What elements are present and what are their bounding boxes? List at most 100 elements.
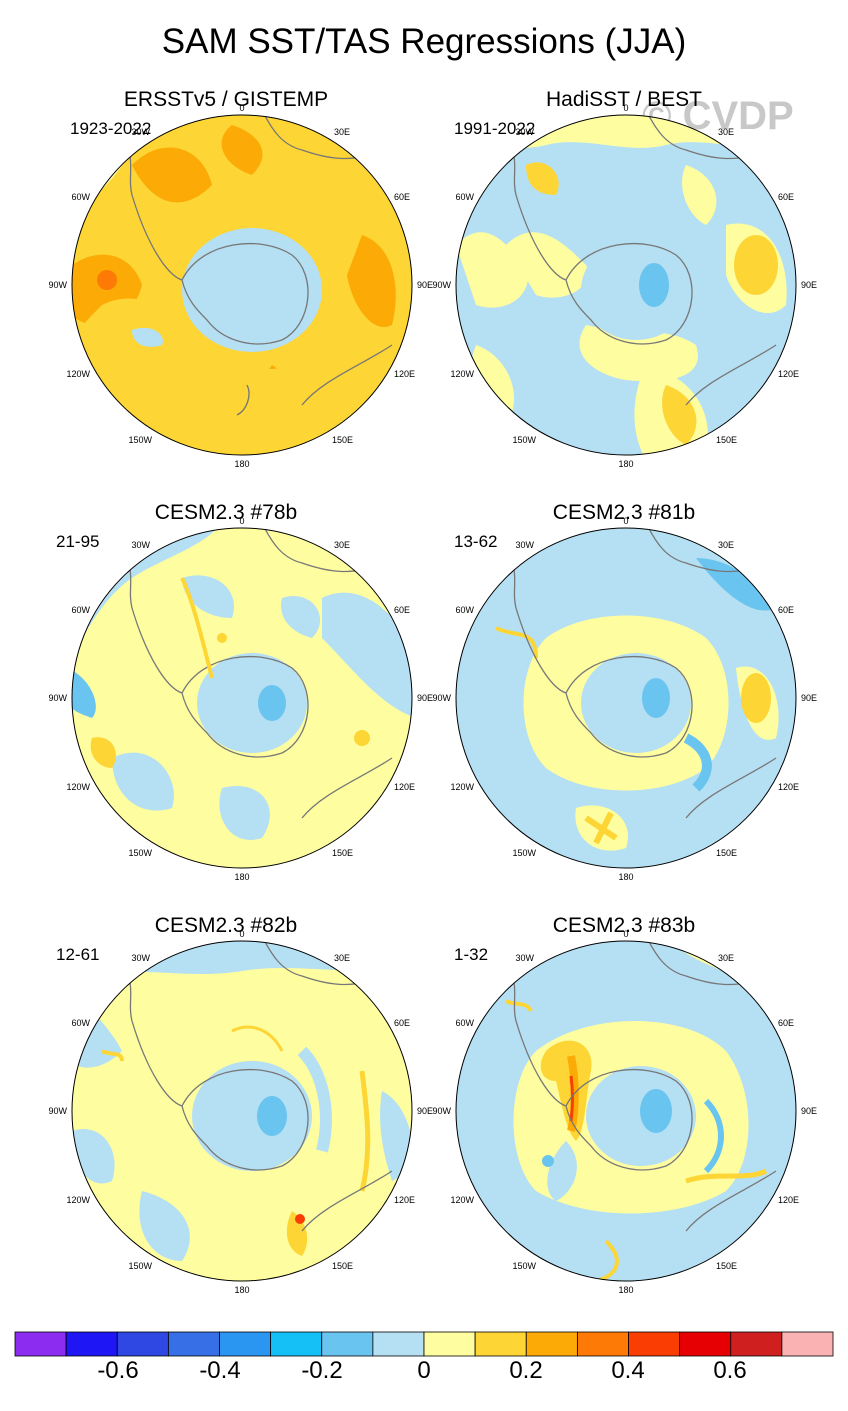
lon-label: 120W	[66, 369, 90, 379]
lon-label: 90E	[801, 1106, 817, 1116]
polar-map: 0 30E 60E 90E 120E 150E 180 150W 120W 90…	[48, 103, 433, 469]
lon-label: 60W	[71, 1018, 90, 1028]
lon-label: 30E	[334, 127, 350, 137]
lon-label: 30E	[718, 540, 734, 550]
polar-map: 0 30E 60E 90E 120E 150E 180 150W 120W 90…	[432, 929, 817, 1295]
lon-label: 150E	[332, 848, 353, 858]
lon-label: 30E	[718, 127, 734, 137]
panel-period: 12-61	[56, 945, 100, 964]
lon-label: 90E	[417, 280, 433, 290]
colorbar-box	[525, 1331, 578, 1357]
lon-label: 90W	[432, 280, 451, 290]
lon-label: 0	[239, 929, 244, 939]
lon-label: 0	[623, 516, 628, 526]
map-panel-4: CESM2.3 #81b 13-62 0 30E 60E 90E	[412, 501, 836, 911]
map-panel-1: ERSSTv5 / GISTEMP 1923-2022 0	[14, 88, 438, 498]
colorbar-box	[167, 1331, 220, 1357]
lon-label: 150E	[332, 1261, 353, 1271]
lon-label: 90W	[48, 280, 67, 290]
lon-label: 120E	[394, 782, 415, 792]
lon-label: 180	[234, 872, 249, 882]
lon-label: 180	[234, 1285, 249, 1295]
lon-label: 60E	[394, 192, 410, 202]
panel-period: 21-95	[56, 532, 100, 551]
panel-title: CESM2.3 #78b	[154, 501, 298, 524]
colorbar-label: 0	[417, 1357, 431, 1384]
lon-label: 120E	[394, 1195, 415, 1205]
lon-label: 60W	[71, 605, 90, 615]
colorbar-label: 0.6	[713, 1357, 747, 1384]
lon-label: 150W	[512, 1261, 536, 1271]
panel-period: 13-62	[454, 532, 498, 551]
lon-label: 120W	[450, 1195, 474, 1205]
lon-label: 30E	[334, 953, 350, 963]
lon-label: 30W	[131, 540, 150, 550]
lon-label: 60W	[455, 605, 474, 615]
polar-map: 0 30E 60E 90E 120E 150E 180 150W 120W 90…	[48, 516, 433, 882]
colorbar-label: 0.2	[509, 1357, 543, 1384]
lon-label: 30W	[515, 127, 534, 137]
lon-label: 30W	[131, 953, 150, 963]
lon-label: 90W	[432, 693, 451, 703]
lon-label: 60W	[455, 1018, 474, 1028]
lon-label: 60W	[455, 192, 474, 202]
colorbar-box	[116, 1331, 169, 1357]
lon-label: 60E	[778, 1018, 794, 1028]
panel-period: 1-32	[454, 945, 489, 964]
lon-label: 90E	[801, 280, 817, 290]
colorbar-box	[576, 1331, 629, 1357]
colorbar	[14, 1331, 834, 1357]
figure-title: SAM SST/TAS Regressions (JJA)	[161, 22, 687, 61]
map-panel-3: CESM2.3 #78b 21-95 0 30E 6	[14, 501, 438, 911]
lon-label: 120E	[394, 369, 415, 379]
colorbar-box	[65, 1331, 118, 1357]
lon-label: 120E	[778, 369, 799, 379]
lon-label: 120W	[450, 782, 474, 792]
lon-label: 90E	[417, 693, 433, 703]
panel-title: CESM2.3 #82b	[154, 914, 298, 937]
colorbar-label: -0.4	[199, 1357, 241, 1384]
lon-label: 30E	[718, 953, 734, 963]
lon-label: 0	[239, 516, 244, 526]
lon-label: 180	[618, 459, 633, 469]
lon-label: 0	[239, 103, 244, 113]
colorbar-box	[321, 1331, 374, 1357]
panel-title: ERSSTv5 / GISTEMP	[123, 88, 329, 111]
lon-label: 60W	[71, 192, 90, 202]
lon-label: 150W	[128, 848, 152, 858]
lon-label: 150W	[512, 435, 536, 445]
lon-label: 30W	[515, 540, 534, 550]
colorbar-box	[781, 1331, 834, 1357]
lon-label: 30W	[131, 127, 150, 137]
lon-label: 150E	[332, 435, 353, 445]
lon-label: 30E	[334, 540, 350, 550]
map-panel-5: CESM2.3 #82b 12-61 0 30E 6	[14, 914, 438, 1324]
lon-label: 120W	[450, 369, 474, 379]
colorbar-box	[474, 1331, 527, 1357]
colorbar-box	[372, 1331, 425, 1357]
lon-label: 150E	[716, 1261, 737, 1271]
lon-label: 120E	[778, 1195, 799, 1205]
polar-map: 0 30E 60E 90E 120E 150E 180 150W 120W 90…	[432, 103, 817, 469]
lon-label: 60E	[394, 605, 410, 615]
lon-label: 30W	[515, 953, 534, 963]
colorbar-label: -0.2	[301, 1357, 343, 1384]
map-panel-2: HadiSST / BEST 1991-2022 0 30E	[412, 88, 836, 498]
lon-label: 90W	[48, 693, 67, 703]
lon-label: 90E	[417, 1106, 433, 1116]
lon-label: 120E	[778, 782, 799, 792]
lon-label: 180	[618, 1285, 633, 1295]
colorbar-box	[423, 1331, 476, 1357]
lon-label: 150W	[512, 848, 536, 858]
panel-period: 1923-2022	[70, 119, 152, 138]
lon-label: 120W	[66, 782, 90, 792]
colorbar-box	[270, 1331, 323, 1357]
colorbar-box	[679, 1331, 732, 1357]
colorbar-box	[14, 1331, 67, 1357]
colorbar-label: -0.6	[97, 1357, 139, 1384]
panel-title: CESM2.3 #81b	[552, 501, 696, 524]
map-panel-6: CESM2.3 #83b 1-32 0 30E	[412, 914, 836, 1324]
lon-label: 0	[623, 103, 628, 113]
lon-label: 180	[618, 872, 633, 882]
lon-label: 60E	[778, 192, 794, 202]
